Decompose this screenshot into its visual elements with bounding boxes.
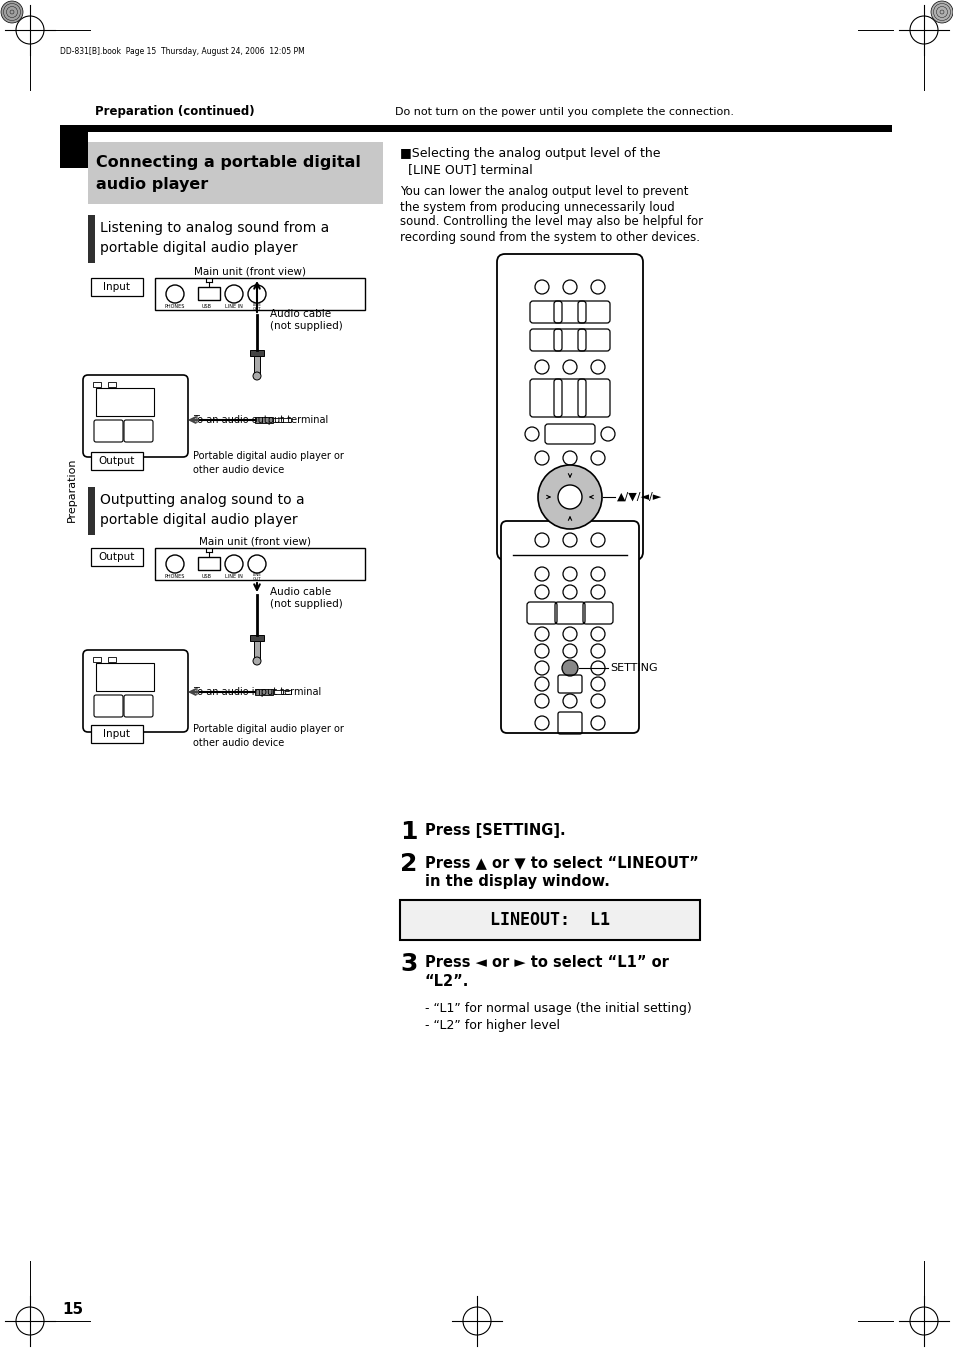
Text: ■Selecting the analog output level of the: ■Selecting the analog output level of th… xyxy=(399,146,659,159)
Bar xyxy=(88,215,95,263)
Text: Preparation: Preparation xyxy=(67,458,77,523)
Circle shape xyxy=(253,372,261,380)
Text: Input: Input xyxy=(103,730,131,739)
Bar xyxy=(154,549,365,580)
Bar xyxy=(254,689,273,694)
Text: audio player: audio player xyxy=(96,177,208,192)
Bar xyxy=(273,417,283,422)
Text: Input: Input xyxy=(103,282,131,292)
Text: [LINE OUT] terminal: [LINE OUT] terminal xyxy=(399,163,532,177)
Text: Outputting analog sound to a: Outputting analog sound to a xyxy=(100,493,304,507)
Bar xyxy=(250,350,264,357)
FancyBboxPatch shape xyxy=(500,521,639,734)
Circle shape xyxy=(930,1,952,23)
Text: the system from producing unnecessarily loud: the system from producing unnecessarily … xyxy=(399,200,674,213)
Text: SETTING: SETTING xyxy=(609,663,657,673)
Bar xyxy=(154,278,365,309)
Text: portable digital audio player: portable digital audio player xyxy=(100,513,297,527)
Text: Press ◄ or ► to select “L1” or: Press ◄ or ► to select “L1” or xyxy=(424,955,668,970)
Text: Listening to analog sound from a: Listening to analog sound from a xyxy=(100,222,329,235)
Bar xyxy=(108,657,116,662)
Text: other audio device: other audio device xyxy=(193,738,284,748)
Text: PHONES: PHONES xyxy=(165,574,185,580)
Text: Press [SETTING].: Press [SETTING]. xyxy=(424,823,565,838)
Text: Main unit (front view): Main unit (front view) xyxy=(199,536,311,547)
Text: 2: 2 xyxy=(399,852,416,875)
Text: Output: Output xyxy=(99,457,135,466)
Circle shape xyxy=(537,465,601,530)
Text: - “L2” for higher level: - “L2” for higher level xyxy=(424,1019,559,1032)
Text: DD-831[B].book  Page 15  Thursday, August 24, 2006  12:05 PM: DD-831[B].book Page 15 Thursday, August … xyxy=(60,47,304,57)
Text: PHONES: PHONES xyxy=(165,304,185,309)
Text: USB: USB xyxy=(202,574,212,580)
Text: You can lower the analog output level to prevent: You can lower the analog output level to… xyxy=(399,185,688,199)
Bar xyxy=(198,557,220,570)
Text: LINE IN: LINE IN xyxy=(225,304,243,309)
Text: - “L1” for normal usage (the initial setting): - “L1” for normal usage (the initial set… xyxy=(424,1002,691,1015)
Bar xyxy=(60,130,88,168)
Text: 15: 15 xyxy=(62,1302,83,1317)
Text: LINEOUT:  L1: LINEOUT: L1 xyxy=(490,911,609,929)
Bar xyxy=(250,635,264,640)
Bar xyxy=(88,142,382,204)
Bar xyxy=(399,900,700,940)
Bar xyxy=(92,657,101,662)
Text: To an audio output terminal: To an audio output terminal xyxy=(193,415,328,426)
FancyBboxPatch shape xyxy=(83,376,188,457)
FancyBboxPatch shape xyxy=(497,254,642,561)
Text: portable digital audio player: portable digital audio player xyxy=(100,240,297,255)
Bar xyxy=(96,388,153,416)
Text: Portable digital audio player or: Portable digital audio player or xyxy=(193,724,343,734)
Bar xyxy=(273,690,283,694)
Text: Connecting a portable digital: Connecting a portable digital xyxy=(96,154,360,169)
Bar xyxy=(253,640,260,659)
Bar xyxy=(92,382,101,386)
Bar xyxy=(198,286,220,300)
Bar xyxy=(254,417,273,423)
Text: Audio cable
(not supplied): Audio cable (not supplied) xyxy=(270,309,342,331)
Bar xyxy=(60,126,891,132)
Bar xyxy=(91,549,143,566)
Circle shape xyxy=(561,661,578,676)
Text: 1: 1 xyxy=(399,820,417,844)
Circle shape xyxy=(253,657,261,665)
Bar xyxy=(283,417,291,422)
Text: 3: 3 xyxy=(399,952,416,975)
Text: LINE
OUT: LINE OUT xyxy=(253,303,261,311)
Text: LINE
OUT: LINE OUT xyxy=(253,573,261,581)
Text: other audio device: other audio device xyxy=(193,465,284,476)
Text: in the display window.: in the display window. xyxy=(424,874,609,889)
Bar xyxy=(283,690,291,694)
Bar xyxy=(253,357,260,374)
Text: To an audio input terminal: To an audio input terminal xyxy=(193,688,321,697)
Text: Main unit (front view): Main unit (front view) xyxy=(193,267,306,277)
Circle shape xyxy=(558,485,581,509)
Text: Do not turn on the power until you complete the connection.: Do not turn on the power until you compl… xyxy=(395,107,733,118)
Bar xyxy=(91,453,143,470)
Bar xyxy=(91,278,143,296)
FancyBboxPatch shape xyxy=(83,650,188,732)
Bar xyxy=(108,382,116,386)
Bar xyxy=(88,486,95,535)
Text: Portable digital audio player or: Portable digital audio player or xyxy=(193,451,343,461)
Bar xyxy=(96,663,153,690)
Text: Audio cable
(not supplied): Audio cable (not supplied) xyxy=(270,588,342,609)
Text: Preparation (continued): Preparation (continued) xyxy=(95,105,254,119)
Text: USB: USB xyxy=(202,304,212,309)
Text: recording sound from the system to other devices.: recording sound from the system to other… xyxy=(399,231,700,243)
Bar xyxy=(505,530,634,540)
Text: Press ▲ or ▼ to select “LINEOUT”: Press ▲ or ▼ to select “LINEOUT” xyxy=(424,855,698,870)
Text: LINE IN: LINE IN xyxy=(225,574,243,580)
Text: ▲/▼/◄/►: ▲/▼/◄/► xyxy=(617,492,661,503)
Text: Output: Output xyxy=(99,553,135,562)
Circle shape xyxy=(1,1,23,23)
Bar xyxy=(91,725,143,743)
Text: “L2”.: “L2”. xyxy=(424,974,469,989)
Text: sound. Controlling the level may also be helpful for: sound. Controlling the level may also be… xyxy=(399,216,702,228)
